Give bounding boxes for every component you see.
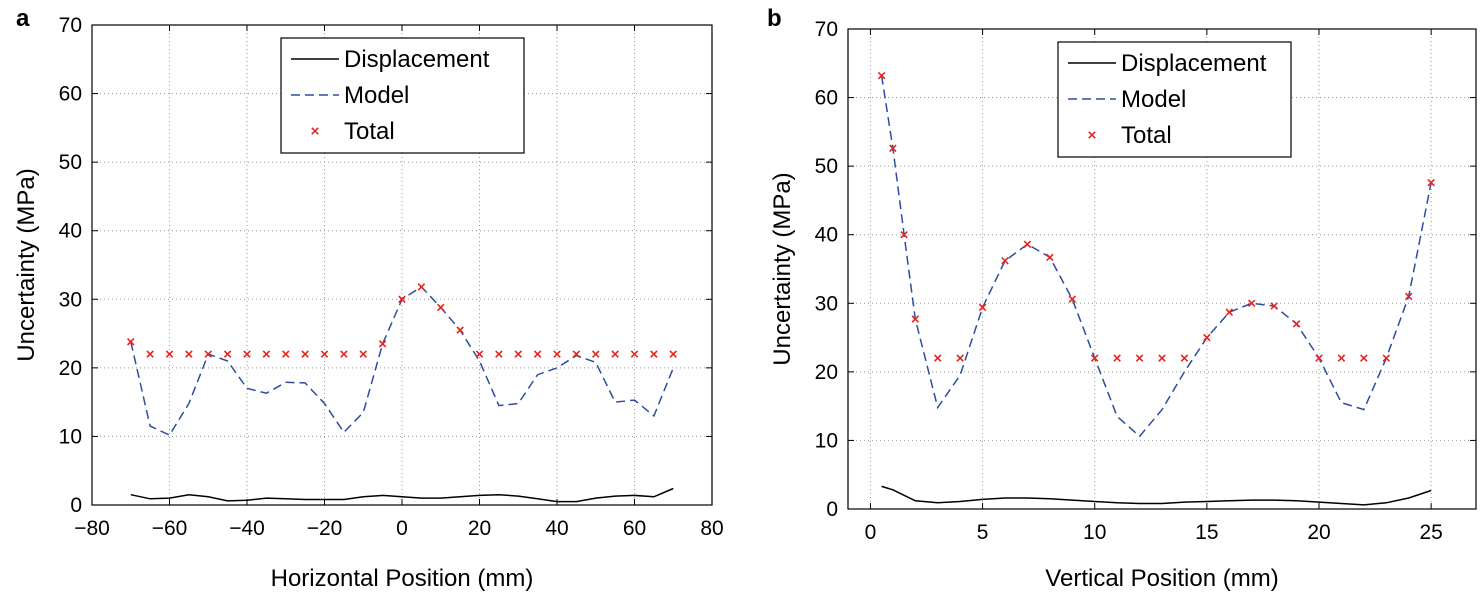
y-tick-label: 10 bbox=[815, 429, 838, 452]
total-marker bbox=[476, 351, 482, 357]
y-tick-label: 60 bbox=[59, 83, 82, 106]
total-marker bbox=[1114, 355, 1120, 361]
total-marker bbox=[515, 351, 521, 357]
chart-panel-b: 0 5 10 15 20 25 0 10 20 30 40 50 60 70 Vertical Positi… bbox=[767, 5, 1476, 592]
total-marker bbox=[379, 341, 385, 347]
total-marker bbox=[935, 355, 941, 361]
x-tick-label: −80 bbox=[74, 517, 110, 540]
y-tick-label: 20 bbox=[59, 357, 82, 380]
y-tick-label: 60 bbox=[815, 87, 838, 110]
legend: Displacement Model Total bbox=[281, 38, 524, 153]
x-tick-label: 80 bbox=[700, 517, 723, 540]
displacement-line bbox=[882, 486, 1432, 505]
y-tick-label: 0 bbox=[70, 494, 82, 517]
y-tick-label: 70 bbox=[59, 14, 82, 37]
total-marker bbox=[418, 284, 424, 290]
x-tick-label: 20 bbox=[468, 517, 491, 540]
total-marker bbox=[554, 351, 560, 357]
x-tick-label: −60 bbox=[152, 517, 188, 540]
total-marker bbox=[1092, 355, 1098, 361]
total-marker bbox=[283, 351, 289, 357]
y-tick-label: 40 bbox=[59, 220, 82, 243]
y-tick-label: 10 bbox=[59, 425, 82, 448]
x-tick-label: 60 bbox=[623, 517, 646, 540]
total-marker bbox=[496, 351, 502, 357]
x-tick-label: 25 bbox=[1419, 521, 1442, 544]
total-marker bbox=[147, 351, 153, 357]
total-marker bbox=[1316, 355, 1322, 361]
x-tick-label: −20 bbox=[307, 517, 343, 540]
panel-label: b bbox=[767, 5, 782, 32]
total-marker bbox=[457, 327, 463, 333]
total-marker bbox=[263, 351, 269, 357]
total-marker bbox=[1204, 334, 1210, 340]
total-marker bbox=[1249, 300, 1255, 306]
total-marker bbox=[593, 351, 599, 357]
x-axis-label: Vertical Position (mm) bbox=[1045, 565, 1278, 592]
y-axis-label: Uncertainty (MPa) bbox=[13, 168, 40, 361]
legend-label: Total bbox=[1121, 122, 1172, 149]
total-marker bbox=[244, 351, 250, 357]
y-axis-label: Uncertainty (MPa) bbox=[769, 172, 796, 365]
total-marker bbox=[534, 351, 540, 357]
legend-label: Displacement bbox=[344, 46, 490, 73]
y-tick-label: 0 bbox=[826, 498, 838, 521]
total-marker bbox=[360, 351, 366, 357]
y-tick-label: 50 bbox=[59, 151, 82, 174]
total-marker bbox=[341, 351, 347, 357]
y-tick-label: 20 bbox=[815, 361, 838, 384]
total-marker bbox=[1293, 321, 1299, 327]
x-tick-label: 0 bbox=[396, 517, 408, 540]
chart-panel-a: −80 −60 −40 −20 0 20 40 60 80 0 10 20 30 40 50 60 70 Hori… bbox=[13, 5, 724, 592]
y-tick-label: 70 bbox=[815, 18, 838, 41]
total-marker bbox=[224, 351, 230, 357]
total-marker bbox=[1226, 309, 1232, 315]
legend: Displacement Model Total bbox=[1058, 42, 1291, 157]
y-tick-label: 40 bbox=[815, 224, 838, 247]
legend-label: Model bbox=[1121, 86, 1186, 113]
total-marker bbox=[1383, 355, 1389, 361]
total-marker bbox=[1002, 258, 1008, 264]
total-marker bbox=[1136, 355, 1142, 361]
total-marker bbox=[1159, 355, 1165, 361]
total-marker bbox=[631, 351, 637, 357]
total-marker bbox=[612, 351, 618, 357]
total-marker bbox=[1024, 241, 1030, 247]
y-tick-label: 30 bbox=[815, 292, 838, 315]
total-marker bbox=[1338, 355, 1344, 361]
legend-label: Model bbox=[344, 82, 409, 109]
total-marker bbox=[302, 351, 308, 357]
total-marker bbox=[1047, 254, 1053, 260]
x-tick-label: 5 bbox=[977, 521, 989, 544]
total-marker bbox=[1361, 355, 1367, 361]
y-tick-label: 50 bbox=[815, 155, 838, 178]
total-marker bbox=[321, 351, 327, 357]
legend-label: Total bbox=[344, 118, 395, 145]
total-marker bbox=[670, 351, 676, 357]
total-marker bbox=[1069, 296, 1075, 302]
total-marker bbox=[438, 304, 444, 310]
total-marker bbox=[957, 355, 963, 361]
total-marker bbox=[651, 351, 657, 357]
x-axis-label: Horizontal Position (mm) bbox=[271, 565, 534, 592]
x-tick-label: −40 bbox=[229, 517, 265, 540]
x-tick-label: 10 bbox=[1083, 521, 1106, 544]
legend-label: Displacement bbox=[1121, 50, 1267, 77]
x-tick-label: 20 bbox=[1307, 521, 1330, 544]
x-tick-label: 0 bbox=[865, 521, 877, 544]
panel-label: a bbox=[16, 5, 30, 32]
total-marker bbox=[166, 351, 172, 357]
y-tick-label: 30 bbox=[59, 288, 82, 311]
total-marker bbox=[1181, 355, 1187, 361]
total-marker bbox=[186, 351, 192, 357]
x-tick-label: 40 bbox=[545, 517, 568, 540]
x-tick-label: 15 bbox=[1195, 521, 1218, 544]
